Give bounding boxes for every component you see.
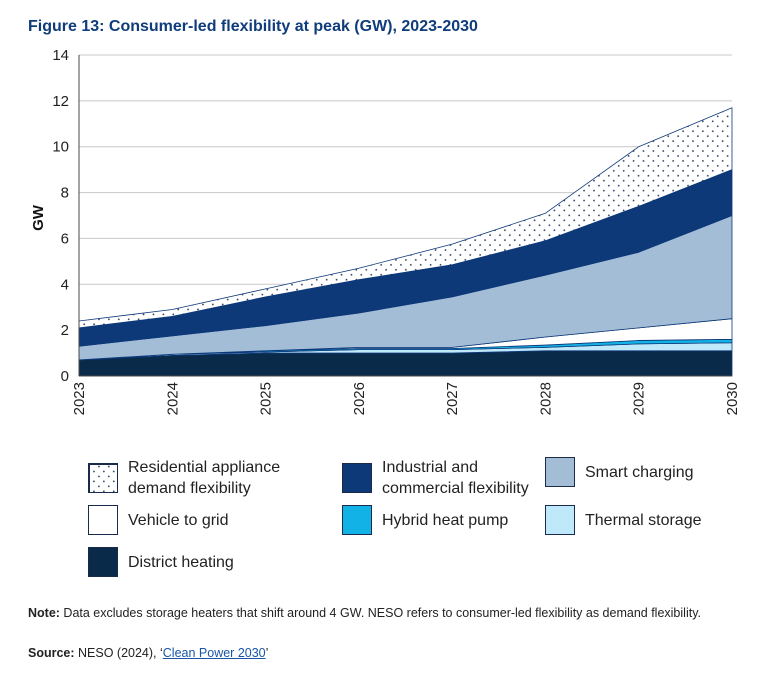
source-text-before: NESO (2024), ‘ — [74, 646, 163, 660]
x-tick-label: 2028 — [537, 382, 554, 415]
y-tick-label: 6 — [61, 230, 69, 247]
y-tick-label: 12 — [52, 93, 69, 110]
x-tick-label: 2024 — [164, 382, 181, 415]
note: Note: Data excludes storage heaters that… — [28, 604, 748, 622]
x-tick-label: 2027 — [444, 382, 461, 415]
area-residential — [78, 107, 733, 329]
source-label: Source: — [28, 646, 75, 660]
source: Source: NESO (2024), ‘Clean Power 2030’ — [28, 646, 268, 660]
source-link[interactable]: Clean Power 2030 — [162, 646, 266, 660]
y-axis-label: GW — [30, 204, 47, 231]
x-tick-label: 2025 — [258, 382, 275, 415]
y-tick-label: 2 — [61, 322, 69, 339]
area-chart: 0 2 4 6 8 10 12 14 2023 2024 2025 2026 2027 2028 2029 2… — [30, 47, 741, 415]
source-text-after: ’ — [265, 646, 269, 660]
note-label: Note: — [28, 606, 60, 620]
note-text: Data excludes storage heaters that shift… — [59, 606, 701, 620]
y-tick-label: 0 — [61, 368, 69, 385]
x-tick-label: 2030 — [724, 382, 741, 415]
y-tick-label: 10 — [52, 139, 69, 156]
figure-title: Figure 13: Consumer-led flexibility at p… — [28, 18, 478, 35]
x-tick-label: 2023 — [71, 382, 88, 415]
y-tick-label: 4 — [61, 276, 69, 293]
y-tick-label: 14 — [52, 47, 69, 64]
y-tick-label: 8 — [61, 185, 69, 202]
x-tick-label: 2029 — [631, 382, 648, 415]
x-tick-label: 2026 — [351, 382, 368, 415]
